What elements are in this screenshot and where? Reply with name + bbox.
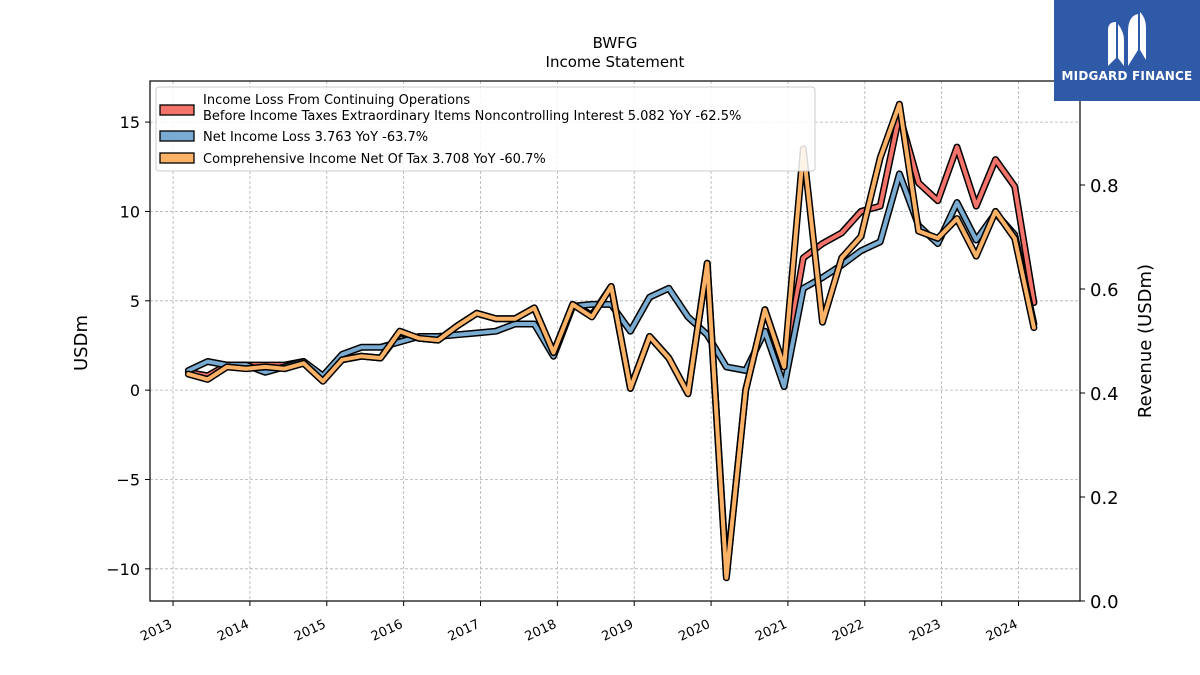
- y-axis-label-left: USDm: [71, 315, 92, 371]
- left-tick-label: 15: [120, 113, 140, 132]
- midgard-logo-mark-icon: [1108, 12, 1146, 66]
- series-outline-0: [184, 111, 1038, 580]
- right-tick-label: 0.4: [1090, 384, 1119, 405]
- x-tick-label: 2022: [830, 617, 866, 645]
- series-line-2: [186, 102, 1036, 580]
- legend-label-1: Net Income Loss 3.763 YoY -63.7%: [203, 130, 428, 145]
- x-tick-label: 2015: [292, 617, 328, 645]
- left-tick-label: −10: [106, 560, 140, 579]
- series-line-1: [186, 171, 1036, 389]
- x-tick-label: 2021: [753, 617, 789, 645]
- logo-text: MIDGARD FINANCE: [1061, 69, 1193, 83]
- legend-swatch-0: [159, 104, 195, 116]
- chart-subtitle: Income Statement: [546, 53, 685, 71]
- x-tick-label: 2018: [523, 617, 559, 645]
- left-axis: −10 −5 0 5 10 15: [106, 113, 150, 579]
- left-tick-label: 10: [120, 202, 140, 221]
- x-tick-label: 2024: [984, 617, 1020, 645]
- right-axis: 0.0 0.2 0.4 0.6 0.8: [1080, 176, 1119, 613]
- x-tick-label: 2020: [676, 617, 712, 645]
- left-tick-label: −5: [116, 470, 140, 489]
- y-axis-label-right: Revenue (USDm): [1135, 264, 1156, 418]
- series-lines: [184, 100, 1038, 582]
- x-tick-label: 2016: [369, 617, 405, 645]
- left-tick-label: 5: [130, 292, 140, 311]
- x-axis: 2013 2014 2015 2016 2017 2018 2019 2020 2021 2022…: [138, 601, 1020, 645]
- left-tick-label: 0: [130, 381, 140, 400]
- right-tick-label: 0.6: [1090, 280, 1119, 301]
- x-tick-label: 2023: [907, 617, 943, 645]
- series-outline-2: [184, 100, 1038, 582]
- right-tick-label: 0.0: [1090, 592, 1119, 613]
- legend-swatch-1: [159, 130, 195, 142]
- legend-label-0: Before Income Taxes Extraordinary Items …: [203, 109, 741, 124]
- legend-box: [155, 86, 816, 172]
- legend-label-0: Income Loss From Continuing Operations: [203, 93, 470, 108]
- x-tick-label: 2013: [138, 617, 174, 645]
- legend-label-2: Comprehensive Income Net Of Tax 3.708 Yo…: [203, 152, 546, 167]
- midgard-finance-logo: MIDGARD FINANCE: [1054, 0, 1200, 101]
- chart-title: BWFG: [593, 34, 638, 52]
- legend: Income Loss From Continuing OperationsBe…: [155, 86, 816, 172]
- right-tick-label: 0.2: [1090, 488, 1119, 509]
- right-tick-label: 0.8: [1090, 176, 1119, 197]
- x-tick-label: 2019: [600, 617, 636, 645]
- x-tick-label: 2014: [215, 617, 251, 645]
- x-tick-label: 2017: [446, 617, 482, 645]
- plot-frame: [149, 80, 1081, 602]
- series-line-0: [186, 113, 1036, 578]
- series-outline-1: [184, 170, 1038, 391]
- legend-swatch-2: [159, 152, 195, 164]
